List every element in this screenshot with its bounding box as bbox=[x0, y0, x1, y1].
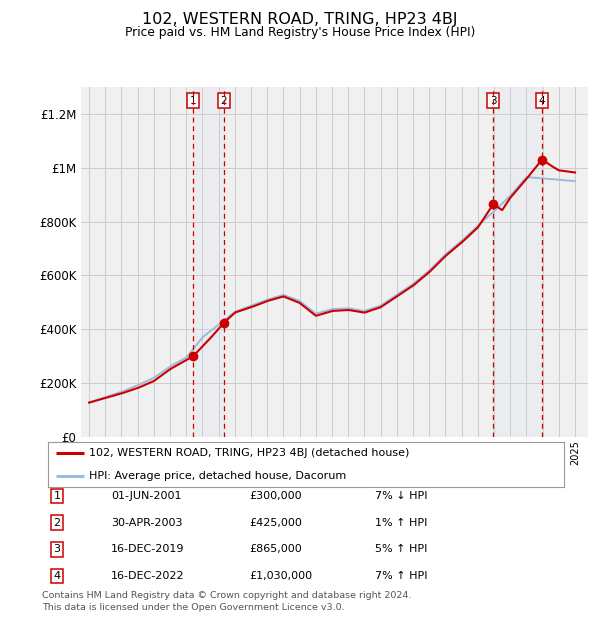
Text: 2: 2 bbox=[53, 518, 61, 528]
Bar bbox=[493, 87, 542, 437]
Text: 30-APR-2003: 30-APR-2003 bbox=[111, 518, 182, 528]
Text: 102, WESTERN ROAD, TRING, HP23 4BJ: 102, WESTERN ROAD, TRING, HP23 4BJ bbox=[142, 12, 458, 27]
Text: Price paid vs. HM Land Registry's House Price Index (HPI): Price paid vs. HM Land Registry's House … bbox=[125, 26, 475, 39]
Text: 7% ↑ HPI: 7% ↑ HPI bbox=[375, 571, 427, 581]
Text: 7% ↓ HPI: 7% ↓ HPI bbox=[375, 491, 427, 501]
Text: £425,000: £425,000 bbox=[249, 518, 302, 528]
Text: 1: 1 bbox=[53, 491, 61, 501]
Text: £1,030,000: £1,030,000 bbox=[249, 571, 312, 581]
Text: £300,000: £300,000 bbox=[249, 491, 302, 501]
Text: 1% ↑ HPI: 1% ↑ HPI bbox=[375, 518, 427, 528]
Text: 01-JUN-2001: 01-JUN-2001 bbox=[111, 491, 182, 501]
Text: 1: 1 bbox=[190, 95, 196, 105]
Text: 3: 3 bbox=[53, 544, 61, 554]
Text: 5% ↑ HPI: 5% ↑ HPI bbox=[375, 544, 427, 554]
Text: 16-DEC-2019: 16-DEC-2019 bbox=[111, 544, 185, 554]
Text: HPI: Average price, detached house, Dacorum: HPI: Average price, detached house, Daco… bbox=[89, 471, 347, 480]
Text: 4: 4 bbox=[539, 95, 545, 105]
Text: Contains HM Land Registry data © Crown copyright and database right 2024.: Contains HM Land Registry data © Crown c… bbox=[42, 591, 412, 600]
Text: 2: 2 bbox=[221, 95, 227, 105]
Text: 4: 4 bbox=[53, 571, 61, 581]
Text: £865,000: £865,000 bbox=[249, 544, 302, 554]
Text: 16-DEC-2022: 16-DEC-2022 bbox=[111, 571, 185, 581]
Text: This data is licensed under the Open Government Licence v3.0.: This data is licensed under the Open Gov… bbox=[42, 603, 344, 612]
Text: 3: 3 bbox=[490, 95, 497, 105]
Bar bbox=[193, 87, 224, 437]
Text: 102, WESTERN ROAD, TRING, HP23 4BJ (detached house): 102, WESTERN ROAD, TRING, HP23 4BJ (deta… bbox=[89, 448, 410, 458]
